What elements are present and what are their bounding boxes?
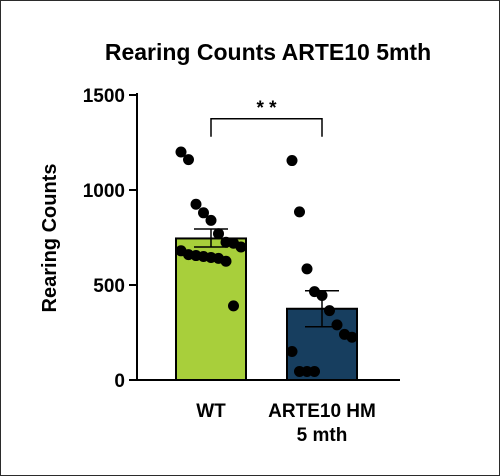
data-point <box>228 300 239 311</box>
data-point <box>317 290 328 301</box>
data-point <box>324 305 335 316</box>
data-point <box>213 228 224 239</box>
data-point <box>332 319 343 330</box>
plot-area: 0 500 1000 1500 WT ARTE10 HM 5 mth * * <box>83 86 400 446</box>
data-point <box>183 154 194 165</box>
x-tick-label: ARTE10 HM <box>268 401 376 422</box>
significance-bracket <box>211 119 322 137</box>
data-point <box>287 155 298 166</box>
y-tick-label: 500 <box>93 276 125 297</box>
data-point <box>347 332 358 343</box>
data-point <box>302 263 313 274</box>
significance-label: * * <box>256 98 277 119</box>
chart-title: Rearing Counts ARTE10 5mth <box>105 39 431 65</box>
data-point <box>294 206 305 217</box>
x-tick-label: WT <box>196 401 226 422</box>
data-point <box>236 242 247 253</box>
x-tick-label: 5 mth <box>297 425 348 446</box>
y-tick-label: 0 <box>114 371 125 392</box>
y-tick-label: 1500 <box>83 86 125 107</box>
data-point <box>287 346 298 357</box>
data-point <box>206 215 217 226</box>
y-axis-label: Rearing Counts <box>39 164 61 313</box>
y-tick-label: 1000 <box>83 181 125 202</box>
data-point <box>191 199 202 210</box>
data-point <box>309 366 320 377</box>
data-point <box>221 256 232 267</box>
